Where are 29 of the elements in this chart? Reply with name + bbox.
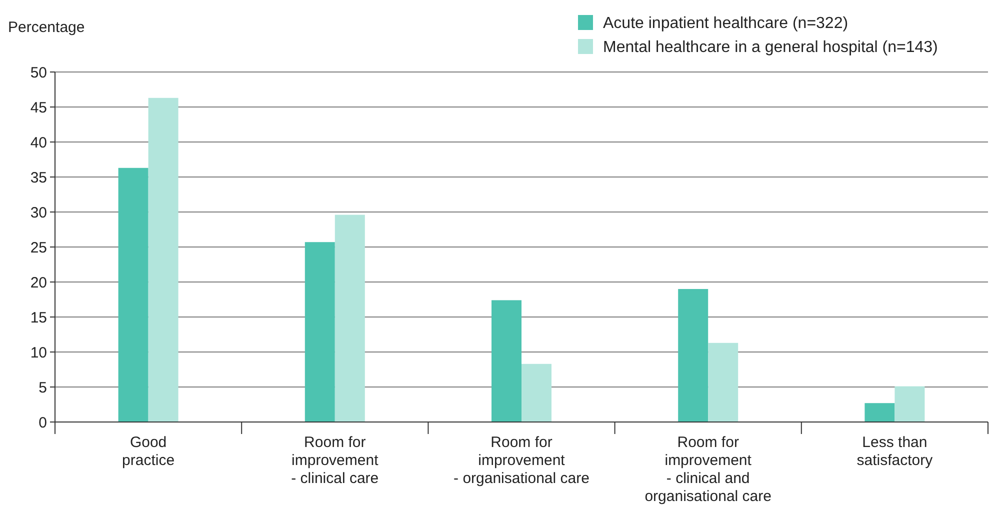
bar bbox=[894, 386, 925, 422]
x-tick-label: Room for improvement - organisational care bbox=[454, 434, 590, 487]
bar bbox=[118, 168, 148, 422]
bar bbox=[148, 98, 178, 422]
y-axis-title: Percentage bbox=[8, 19, 85, 36]
legend-label: Acute inpatient healthcare (n=322) bbox=[603, 15, 848, 32]
y-tick-label: 20 bbox=[30, 274, 47, 292]
bar bbox=[708, 342, 738, 422]
y-tick-label: 5 bbox=[38, 379, 47, 396]
bar bbox=[678, 289, 708, 422]
y-tick-label: 40 bbox=[30, 134, 47, 152]
legend-label: Mental healthcare in a general hospital (n=143) bbox=[603, 39, 938, 56]
y-tick-label: 15 bbox=[30, 309, 47, 326]
y-tick-label: 45 bbox=[30, 99, 47, 116]
x-tick-label: Room for improvement - clinical care bbox=[291, 434, 380, 487]
x-tick-label: Less than satisfactory bbox=[856, 434, 934, 469]
bar bbox=[304, 242, 335, 422]
bar bbox=[492, 300, 522, 422]
x-tick-label: Good practice bbox=[122, 434, 175, 469]
y-tick-label: 10 bbox=[30, 344, 47, 362]
y-tick-label: 25 bbox=[30, 239, 47, 256]
y-tick-label: 30 bbox=[30, 204, 47, 222]
y-tick-label: 50 bbox=[30, 64, 47, 82]
y-tick-label: 0 bbox=[38, 414, 47, 432]
bar bbox=[864, 403, 895, 422]
bar bbox=[522, 364, 552, 422]
y-tick-label: 35 bbox=[30, 169, 47, 186]
x-tick-label: Room for improvement - clinical and organisational care bbox=[644, 434, 772, 505]
bar bbox=[334, 214, 365, 422]
